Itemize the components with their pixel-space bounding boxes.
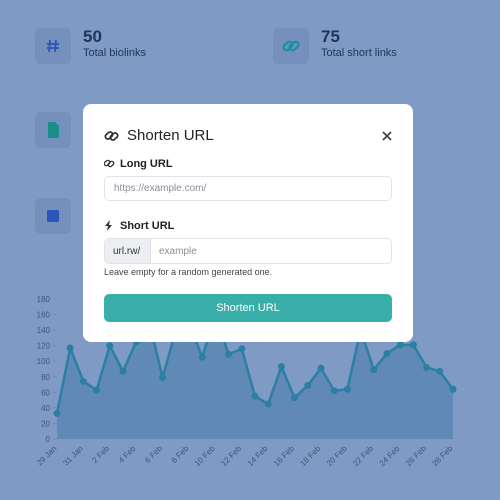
- biolinks-icon: [35, 28, 71, 64]
- prefix-box: [105, 239, 151, 263]
- point: [291, 394, 299, 402]
- file-icon: [35, 112, 71, 148]
- point: [198, 353, 206, 361]
- x-tick-label: 12 Feb: [219, 444, 243, 468]
- y-tick-label: 20: [41, 419, 50, 428]
- point: [383, 349, 391, 357]
- stat-value: 75: [321, 27, 340, 46]
- long-url-input[interactable]: https://example.com/: [104, 176, 392, 201]
- point: [330, 387, 338, 395]
- y-tick-label: 80: [41, 373, 50, 382]
- point: [251, 392, 259, 400]
- stat-value: 50: [83, 27, 102, 46]
- y-tick-label: 140: [37, 326, 51, 335]
- field-label: Short URL: [120, 220, 175, 232]
- y-tick-label: 60: [41, 388, 50, 397]
- point: [79, 377, 87, 385]
- point: [343, 385, 351, 393]
- point: [277, 363, 285, 371]
- point: [119, 367, 127, 375]
- modal: Shorten URL Long URL https://example.com…: [83, 104, 413, 342]
- point: [449, 385, 457, 393]
- calendar-icon: [35, 198, 71, 234]
- link-icon: [104, 159, 115, 168]
- stat-label: Total biolinks: [83, 47, 146, 59]
- y-tick-label: 100: [37, 357, 51, 366]
- point: [264, 400, 272, 408]
- prefix: url.rw/: [113, 246, 141, 257]
- area: [57, 314, 453, 439]
- x-tick-label: 18 Feb: [298, 444, 322, 468]
- submit-button[interactable]: Shorten URL: [104, 294, 392, 322]
- point: [317, 364, 325, 372]
- point: [66, 344, 74, 352]
- point: [436, 367, 444, 375]
- x-tick-label: 16 Feb: [272, 444, 296, 468]
- stat-label: Total short links: [321, 47, 397, 59]
- y-tick-label: 160: [37, 311, 51, 320]
- point: [370, 366, 378, 374]
- y-tick-label: 120: [37, 342, 51, 351]
- x-tick-label: 26 Feb: [404, 444, 428, 468]
- modal-title: Shorten URL: [127, 127, 214, 144]
- point: [93, 386, 101, 394]
- close-button[interactable]: [381, 130, 393, 142]
- y-tick-label: 0: [46, 435, 51, 444]
- x-tick-label: 20 Feb: [325, 444, 349, 468]
- help-text: Leave empty for a random generated one.: [104, 267, 273, 277]
- point: [396, 341, 404, 349]
- y-tick-label: 180: [37, 295, 51, 304]
- x-tick-label: 22 Feb: [351, 444, 375, 468]
- short-url-input[interactable]: url.rw/ example: [104, 238, 392, 264]
- placeholder: example: [159, 246, 197, 257]
- x-tick-label: 31 Jan: [61, 444, 84, 467]
- x-tick-label: 14 Feb: [246, 444, 270, 468]
- point: [159, 374, 167, 382]
- x-tick-label: 6 Feb: [143, 444, 164, 465]
- x-tick-label: 29 Jan: [35, 444, 58, 467]
- link-icon: [104, 131, 119, 141]
- point: [238, 345, 246, 353]
- x-tick-label: 8 Feb: [170, 444, 191, 465]
- point: [423, 363, 431, 371]
- x-tick-label: 28 Feb: [430, 444, 454, 468]
- field-label: Long URL: [120, 158, 173, 170]
- shortlinks-icon: [273, 28, 309, 64]
- bolt-icon: [105, 220, 112, 231]
- x-tick-label: 24 Feb: [378, 444, 402, 468]
- point: [304, 381, 312, 389]
- y-tick-label: 40: [41, 404, 50, 413]
- placeholder: https://example.com/: [114, 183, 207, 194]
- point: [409, 341, 417, 349]
- x-tick-label: 4 Feb: [117, 444, 138, 465]
- point: [53, 409, 61, 417]
- point: [225, 350, 233, 358]
- x-tick-label: 10 Feb: [193, 444, 217, 468]
- point: [106, 342, 114, 350]
- x-tick-label: 2 Feb: [90, 444, 111, 465]
